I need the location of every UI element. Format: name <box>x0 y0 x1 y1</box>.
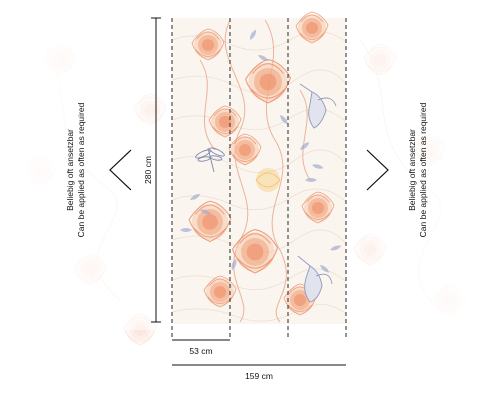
dragonfly-icon <box>195 147 225 173</box>
total-width-label: 159 cm <box>245 371 273 381</box>
wallpaper-strips <box>171 11 347 324</box>
height-dimension-line <box>151 17 161 323</box>
strip-borders <box>171 18 347 338</box>
side-note-left-de: Beliebig oft ansetzbar <box>65 129 75 211</box>
side-note-right: Beliebig oft ansetzbar Can be applied as… <box>407 70 429 270</box>
side-note-left: Beliebig oft ansetzbar Can be applied as… <box>65 70 87 270</box>
side-note-left-en: Can be applied as often as required <box>76 102 86 238</box>
strip-width-label: 53 cm <box>189 346 213 356</box>
height-label: 280 cm <box>143 156 153 184</box>
hummingbird-icon <box>299 83 337 129</box>
chevron-left-icon <box>109 149 132 191</box>
hummingbird-icon <box>297 255 333 303</box>
chevron-right-icon <box>366 149 389 191</box>
side-note-right-en: Can be applied as often as required <box>418 102 428 238</box>
side-note-right-de: Beliebig oft ansetzbar <box>407 129 417 211</box>
